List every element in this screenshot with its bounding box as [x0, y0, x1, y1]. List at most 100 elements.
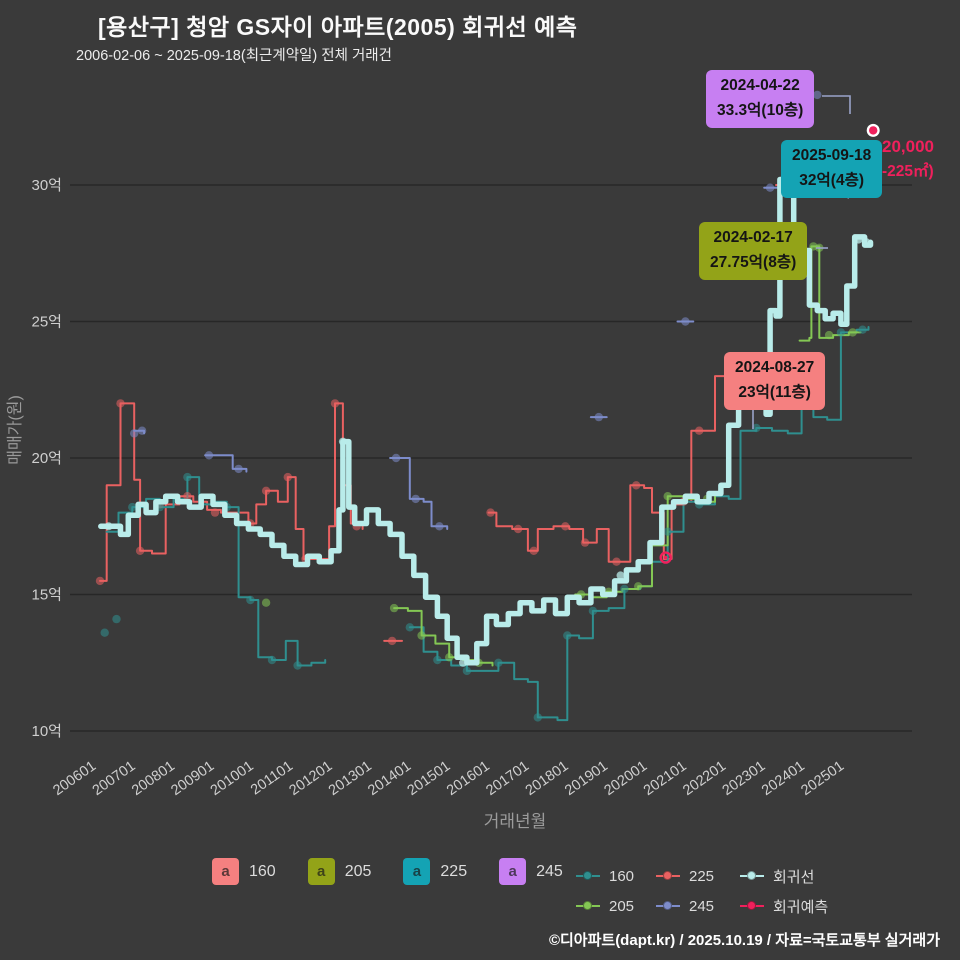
x-tick-202101: 202101	[641, 758, 690, 799]
deal-dot-160	[183, 472, 192, 482]
deal-dot-225	[612, 557, 621, 566]
legend-box-label: 225	[440, 862, 468, 880]
deal-dot-245	[204, 451, 214, 460]
deal-dot-245	[594, 412, 603, 422]
x-tick-202201: 202201	[680, 758, 729, 799]
x-tick-200801: 200801	[129, 758, 178, 799]
legend-box-205[interactable]: a 205	[307, 858, 371, 885]
annotation-price: 32억(4층)	[799, 171, 864, 189]
legend-series-245[interactable]: 245	[656, 898, 740, 915]
legend-series-label: 160	[609, 867, 635, 885]
annotation-245: 2024-04-22 33.3억(10층)	[706, 70, 815, 128]
y-tick-15억: 15억	[32, 587, 63, 604]
x-tick-201601: 201601	[444, 758, 493, 799]
deal-dot-205	[824, 330, 834, 340]
x-tick-202001: 202001	[602, 758, 651, 799]
legend-swatch-icon: a	[212, 858, 239, 885]
deal-dot-225	[95, 576, 105, 586]
annotation-160: 2024-08-27 23억(11층)	[724, 352, 826, 410]
deal-dot-245	[234, 464, 243, 474]
x-tick-201901: 201901	[562, 758, 611, 799]
legend-swatch-icon: a	[307, 858, 335, 885]
deal-dot-160	[494, 658, 503, 667]
legend-series-160[interactable]: 160	[576, 868, 656, 885]
x-tick-201301: 201301	[326, 758, 375, 799]
deal-dot-225	[283, 472, 292, 482]
deal-dot-160	[405, 623, 414, 632]
y-axis-label: 매매가(원)	[6, 395, 24, 465]
deal-dot-205	[261, 598, 271, 607]
legend-marker-icon	[576, 901, 600, 911]
deal-dot-160	[267, 655, 277, 665]
x-axis-label: 거래년월	[484, 812, 547, 831]
prediction-price: 20,000	[882, 137, 934, 156]
deal-dot-160	[533, 713, 542, 722]
x-tick-201501: 201501	[405, 758, 454, 799]
x-tick-201201: 201201	[287, 758, 336, 799]
x-tick-201001: 201001	[208, 758, 257, 799]
x-tick-200601: 200601	[50, 758, 99, 799]
회귀예측-current-icon[interactable]	[663, 555, 668, 560]
deal-dot-160	[433, 655, 442, 665]
annotation-price: 33.3억(10층)	[717, 101, 804, 119]
legend-series-회귀예측[interactable]: 회귀예측	[740, 896, 862, 917]
deal-dot-205	[389, 603, 399, 613]
regression-dot	[459, 658, 467, 667]
legend-marker-icon	[740, 901, 764, 911]
legend-series-label: 245	[689, 897, 715, 915]
regression-dot	[854, 235, 863, 244]
regression-dot	[862, 238, 871, 247]
x-tick-202501: 202501	[798, 758, 847, 799]
legend-series-label: 회귀예측	[773, 898, 829, 916]
annotation-date: 2024-02-17	[713, 229, 793, 246]
annotation-price: 23억(11층)	[738, 383, 811, 401]
x-tick-201401: 201401	[365, 758, 414, 799]
legend-swatch-icon: a	[403, 858, 431, 885]
legend-box-160[interactable]: a 160	[212, 858, 276, 885]
annotation-leader-2024-04-22	[822, 95, 851, 114]
regression-dot	[338, 437, 347, 446]
deal-dot-160	[620, 584, 629, 594]
chart-subtitle: 2006-02-06 ~ 2025-09-18(최근계약일) 전체 거래건	[76, 48, 392, 64]
legend-series-label: 205	[609, 897, 635, 915]
회귀예측-latest-icon[interactable]	[869, 126, 878, 135]
legend-box-245[interactable]: a 245	[499, 858, 563, 885]
annotation-225: 2025-09-18 32억(4층)	[781, 140, 883, 198]
deal-dot-160	[858, 325, 867, 334]
series-line-225-0	[99, 402, 364, 582]
x-tick-201801: 201801	[523, 758, 572, 799]
legend-box-label: 160	[249, 862, 276, 880]
legend-series-회귀선[interactable]: 회귀선	[740, 866, 862, 887]
회귀예측-current-ring	[659, 551, 672, 564]
legend-series-205[interactable]: 205	[576, 898, 656, 915]
deal-dot-245	[681, 317, 690, 326]
legend-series-label: 225	[689, 867, 715, 885]
credit-line: ©디아파트(dapt.kr) / 2025.10.19 / 자료=국토교통부 실…	[548, 932, 940, 949]
y-tick-10억: 10억	[32, 723, 63, 740]
deal-dot-225	[116, 399, 125, 408]
deal-dot-225	[387, 636, 397, 646]
legend-box-label: 245	[536, 862, 563, 880]
series-line-225-2	[487, 375, 746, 563]
deal-dot-225	[486, 508, 495, 517]
x-tick-202401: 202401	[759, 758, 808, 799]
annotation-date: 2024-08-27	[735, 359, 815, 376]
annotation-205: 2024-02-17 27.75억(8층)	[699, 222, 808, 280]
deal-dot-225	[580, 538, 590, 547]
legend-series-225[interactable]: 225	[656, 868, 740, 885]
x-tick-201701: 201701	[483, 758, 532, 799]
deal-dot-225	[632, 481, 641, 490]
legend-box-225[interactable]: a 225	[403, 858, 467, 885]
x-tick-200901: 200901	[168, 758, 217, 799]
deal-dot-160	[563, 631, 572, 640]
deal-dot-160	[663, 527, 672, 536]
legend-annotation-group: a 160 a 205 a 225 a 245	[212, 858, 563, 885]
regression-dot	[104, 522, 113, 531]
deal-dot-205	[445, 653, 454, 662]
deal-dot-245	[411, 494, 420, 504]
y-tick-30억: 30억	[32, 177, 63, 194]
deal-dot-205	[417, 631, 426, 640]
deal-dot-225	[561, 522, 570, 531]
